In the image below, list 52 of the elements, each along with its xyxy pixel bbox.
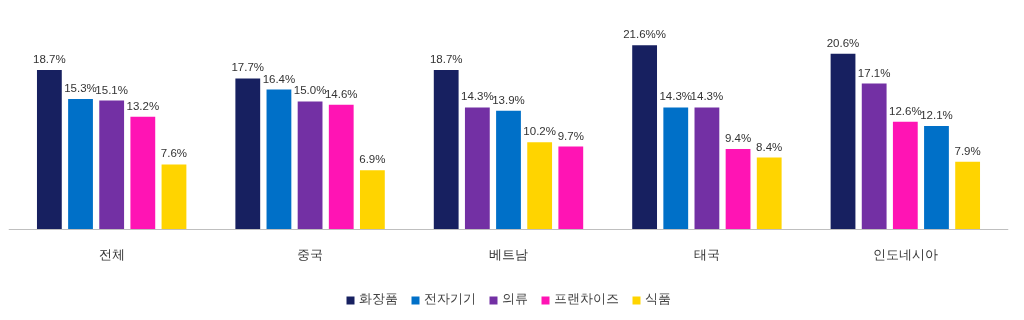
bar	[297, 101, 323, 230]
data-label: 18.7%	[429, 52, 463, 65]
bar	[235, 78, 261, 230]
data-label: 12.1%	[920, 109, 953, 122]
bar	[632, 45, 658, 230]
bar	[36, 69, 62, 230]
data-label: 9.7%	[557, 129, 584, 142]
data-label: 7.9%	[954, 144, 981, 157]
legend-label: 화장품	[359, 291, 398, 308]
bar	[955, 161, 981, 230]
bar	[266, 89, 292, 230]
data-label: 10.2%	[523, 125, 556, 138]
data-label: 14.3%	[690, 90, 724, 103]
x-tick-label: 인도네시아	[872, 247, 938, 263]
data-label: 6.9%	[359, 153, 386, 166]
bar	[433, 69, 459, 230]
data-label: 13.2%	[126, 99, 160, 112]
bar	[830, 53, 856, 230]
data-label: 14.3%	[461, 90, 494, 103]
bar	[328, 104, 354, 230]
legend-label: 식품	[645, 291, 671, 308]
bar	[130, 116, 156, 230]
data-label: 9.4%	[724, 132, 752, 145]
legend-label: 의류	[502, 291, 528, 308]
data-label: 15.1%	[95, 83, 128, 96]
data-label: 15.3%	[64, 81, 97, 94]
bar	[725, 149, 751, 230]
data-label: 7.6%	[160, 147, 188, 160]
x-tick-label: 전체	[98, 247, 125, 263]
data-label: 21.6%%	[623, 28, 667, 41]
data-label: 20.6%	[826, 36, 860, 49]
data-label: 12.6%	[889, 104, 922, 117]
bar	[756, 157, 782, 230]
data-label: 17.7%	[231, 61, 265, 74]
legend-label: 프랜차이즈	[554, 291, 619, 308]
bar	[68, 98, 93, 230]
legend-label: 전자기기	[424, 291, 476, 308]
bar	[694, 107, 720, 230]
data-label: 8.4%	[756, 140, 783, 153]
data-label: 16.4%	[262, 72, 296, 85]
data-label: 13.9%	[492, 93, 525, 106]
x-tick-label: 중국	[297, 247, 324, 263]
bar	[663, 107, 689, 230]
data-label: 18.7%	[33, 52, 66, 65]
x-tick-label: 베트남	[489, 247, 528, 263]
data-label: 15.0%	[293, 84, 327, 97]
x-tick-label: 태국	[693, 247, 720, 263]
bar	[161, 164, 187, 230]
bar	[359, 170, 385, 230]
data-label: 17.1%	[857, 66, 891, 79]
bar	[99, 100, 125, 230]
data-label: 14.3%	[659, 90, 693, 103]
